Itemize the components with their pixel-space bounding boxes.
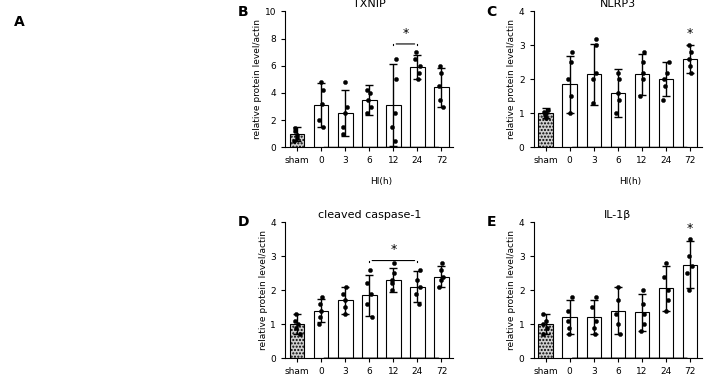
- Bar: [659, 288, 673, 358]
- Bar: [586, 317, 601, 358]
- Bar: [610, 311, 625, 358]
- Text: E: E: [486, 215, 496, 229]
- Text: *: *: [687, 27, 693, 40]
- Bar: [411, 67, 425, 147]
- Text: *: *: [390, 244, 396, 256]
- Title: cleaved caspase-1: cleaved caspase-1: [318, 210, 421, 220]
- Bar: [635, 312, 649, 358]
- Text: B: B: [238, 5, 249, 18]
- Title: IL-1β: IL-1β: [604, 210, 632, 220]
- Bar: [659, 79, 673, 147]
- Bar: [635, 74, 649, 147]
- Text: *: *: [402, 27, 408, 40]
- Bar: [562, 84, 577, 147]
- Title: TXNIP: TXNIP: [353, 0, 386, 9]
- Bar: [314, 105, 328, 147]
- Title: NLRP3: NLRP3: [600, 0, 636, 9]
- Bar: [290, 324, 304, 358]
- Text: A: A: [14, 15, 25, 29]
- Bar: [386, 105, 401, 147]
- Bar: [610, 93, 625, 147]
- Bar: [434, 87, 449, 147]
- Text: HI(h): HI(h): [619, 177, 641, 186]
- Bar: [411, 287, 425, 358]
- Text: A: A: [7, 15, 18, 29]
- Text: D: D: [238, 215, 250, 229]
- Bar: [538, 324, 553, 358]
- Text: *: *: [687, 222, 693, 235]
- Bar: [386, 280, 401, 358]
- Bar: [314, 311, 328, 358]
- Bar: [683, 265, 697, 358]
- Bar: [538, 113, 553, 147]
- Bar: [290, 134, 304, 147]
- Bar: [362, 100, 376, 147]
- Y-axis label: relative protein level/actin: relative protein level/actin: [507, 19, 516, 139]
- Bar: [338, 113, 352, 147]
- Bar: [683, 59, 697, 147]
- Text: C: C: [486, 5, 497, 18]
- Y-axis label: relative protein level/actin: relative protein level/actin: [253, 19, 262, 139]
- Y-axis label: relative protein level/actin: relative protein level/actin: [259, 230, 268, 350]
- Y-axis label: relative protein level/actin: relative protein level/actin: [507, 230, 516, 350]
- Bar: [434, 277, 449, 358]
- Bar: [338, 300, 352, 358]
- Text: HI(h): HI(h): [370, 177, 392, 186]
- Bar: [586, 74, 601, 147]
- Bar: [562, 317, 577, 358]
- Bar: [362, 295, 376, 358]
